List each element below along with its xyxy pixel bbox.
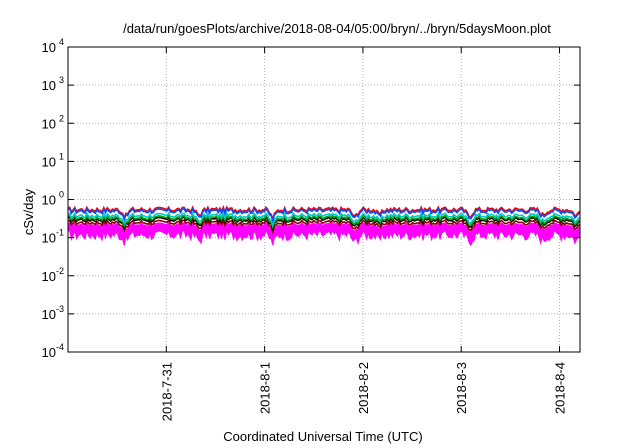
y-tick-label: 10-2 (42, 266, 64, 284)
grid-lines (68, 47, 580, 352)
series-line (67, 206, 581, 224)
y-tick-exponent: 0 (59, 190, 64, 200)
series-line (67, 217, 581, 235)
series-group (67, 204, 581, 247)
series-line (67, 204, 581, 222)
y-tick-label: 10 3 (42, 75, 64, 93)
series-band (67, 221, 581, 247)
y-tick-exponent: -2 (56, 266, 64, 276)
x-tick-label: 2018-8-3 (454, 362, 469, 414)
y-tick-exponent: 1 (59, 151, 64, 161)
y-tick-exponent: -3 (56, 304, 64, 314)
x-axis-ticks: 2018-7-31 2018-8-1 2018-8-2 2018-8-3 2018-8-… (159, 47, 568, 421)
y-tick-exponent: -1 (56, 228, 64, 238)
x-tick-label: 2018-8-4 (553, 362, 568, 414)
y-tick-label: 10 2 (42, 113, 64, 131)
x-tick-label: 2018-8-2 (356, 362, 371, 414)
y-tick-exponent: 3 (59, 75, 64, 85)
y-tick-label: 10-3 (42, 304, 64, 322)
y-tick-label: 10 4 (42, 37, 64, 55)
x-axis-label: Coordinated Universal Time (UTC) (223, 429, 422, 444)
series-line (67, 211, 581, 228)
y-tick-label: 10-1 (42, 228, 64, 246)
y-axis-label: cSv/day (21, 188, 36, 235)
series-line (67, 213, 581, 231)
x-tick-label: 2018-8-1 (258, 362, 273, 414)
y-tick-label: 10 0 (42, 190, 64, 208)
series-line (67, 214, 581, 232)
chart-title: /data/run/goesPlots/archive/2018-08-04/0… (123, 21, 551, 36)
y-tick-label: 10 1 (42, 151, 64, 169)
x-tick-label: 2018-7-31 (159, 362, 174, 421)
y-tick-label: 10-4 (42, 342, 64, 360)
y-tick-exponent: -4 (56, 342, 64, 352)
y-tick-exponent: 2 (59, 113, 64, 123)
plot-frame (67, 46, 581, 353)
y-tick-exponent: 4 (59, 37, 64, 47)
